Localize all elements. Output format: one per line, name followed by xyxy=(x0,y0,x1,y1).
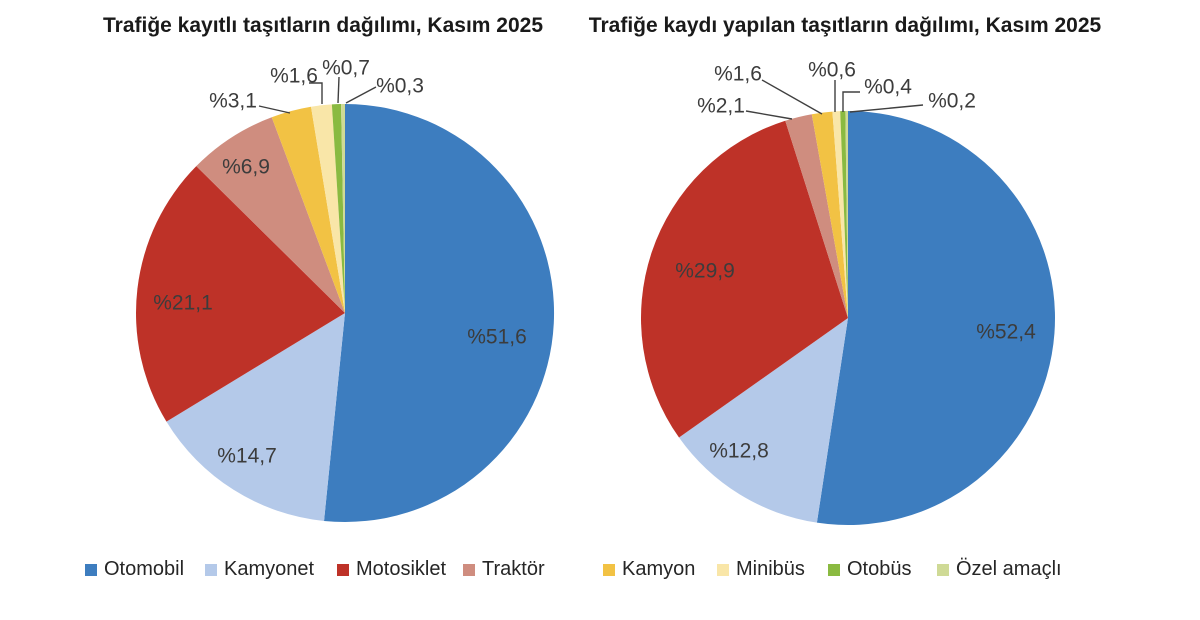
slice-label-traktor: %2,1 xyxy=(697,95,745,118)
leader-line-ozel-amacli xyxy=(849,104,924,113)
slice-label-ozel-amacli: %0,2 xyxy=(928,90,976,113)
leader-line-minibus xyxy=(309,82,323,104)
pie-slice-motosiklet xyxy=(640,120,848,438)
slice-label-otobus: %0,4 xyxy=(864,76,912,99)
slice-label-kamyonet: %12,8 xyxy=(709,440,769,463)
leader-line-traktor xyxy=(745,110,793,120)
slice-label-ozel-amacli: %0,3 xyxy=(376,75,424,98)
pie-slice-kamyonet xyxy=(679,318,848,523)
pie-slice-kamyon xyxy=(271,106,345,313)
leader-line-ozel-amacli xyxy=(345,86,377,104)
pie-slice-motosiklet xyxy=(136,166,345,422)
slice-label-minibus: %0,6 xyxy=(808,59,856,82)
pie-slice-kamyon xyxy=(811,111,848,318)
pie-registered-vehicles: %51,6 %14,7 %21,1 %6,9 %3,1 %1,6 %0,7 %0,3 xyxy=(136,57,555,523)
pie-slice-otomobil xyxy=(816,111,1056,525)
leader-line-kamyon xyxy=(761,79,823,115)
slice-label-otobus: %0,7 xyxy=(322,57,370,80)
leader-line-otobus xyxy=(337,76,340,104)
slice-label-motosiklet: %21,1 xyxy=(153,292,213,315)
right-chart-title: Trafiğe kaydı yapılan taşıtların dağılım… xyxy=(588,14,1102,37)
slice-label-minibus: %1,6 xyxy=(270,65,318,88)
left-chart-title: Trafiğe kayıtlı taşıtların dağılımı, Kas… xyxy=(102,14,544,37)
pie-slice-ozel-amacli xyxy=(845,111,848,318)
pie-slice-minibus xyxy=(311,104,345,313)
slice-label-kamyon: %1,6 xyxy=(714,63,762,86)
pie-slice-otobus xyxy=(331,104,345,313)
slice-label-motosiklet: %29,9 xyxy=(675,260,735,283)
pie-slice-ozel-amacli xyxy=(341,104,345,313)
pie-slice-otomobil xyxy=(324,103,555,523)
pie-slice-minibus xyxy=(832,111,848,319)
pie-slice-otobus xyxy=(840,111,848,319)
pie-newly-registered-vehicles: %52,4 %12,8 %29,9 %2,1 %1,6 %0,6 %0,4 %0,2 xyxy=(640,59,1056,525)
slice-label-otomobil: %51,6 xyxy=(467,326,527,349)
pie-slice-traktor xyxy=(196,117,345,313)
slice-label-otomobil: %52,4 xyxy=(976,321,1036,344)
pie-slice-traktor xyxy=(785,114,848,318)
pie-slice-kamyonet xyxy=(166,313,345,521)
slice-label-kamyon: %3,1 xyxy=(209,90,257,113)
slice-label-kamyonet: %14,7 xyxy=(217,445,277,468)
leader-line-kamyon xyxy=(258,105,291,114)
leader-line-otobus xyxy=(842,91,860,112)
slice-label-traktor: %6,9 xyxy=(222,156,270,179)
